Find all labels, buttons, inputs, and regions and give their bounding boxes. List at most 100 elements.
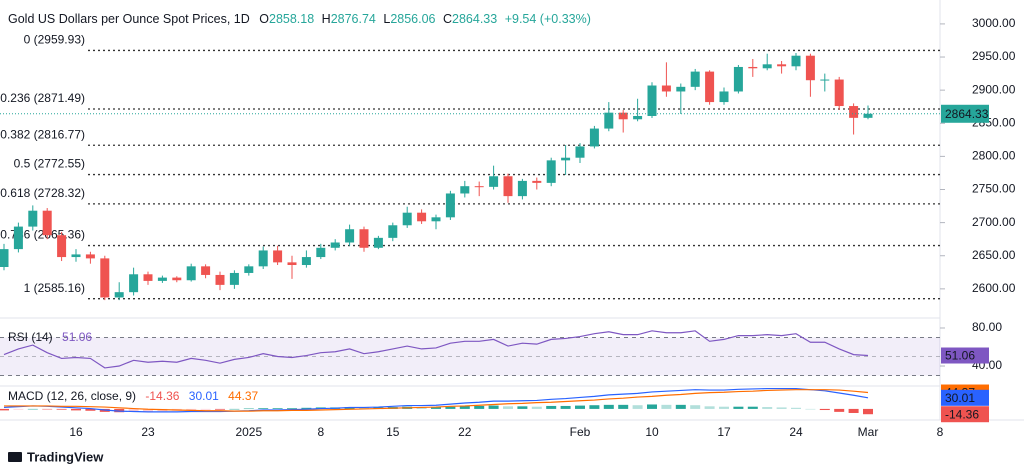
candle-body <box>618 112 628 120</box>
fib-label: 0 (2959.93) <box>24 33 85 47</box>
candle-body <box>762 64 772 69</box>
fib-levels: 0 (2959.93) 0.236 (2871.49) 0.382 (2816.77… <box>0 33 940 300</box>
macd-hist-bar <box>719 406 729 409</box>
macd-tag-label: -14.36 <box>945 407 979 421</box>
x-tick-label: Feb <box>570 425 591 439</box>
x-tick-label: 8 <box>937 425 944 439</box>
macd-hist-bar <box>647 404 657 409</box>
macd-hist-bar <box>186 408 197 411</box>
ohlc-prefix: C <box>443 12 452 26</box>
x-tick-label: 17 <box>717 425 731 439</box>
candle-body <box>705 71 715 103</box>
macd-hist-bar <box>747 406 758 409</box>
rsi-value: 51.06 <box>62 330 92 344</box>
macd-hist-bar <box>531 406 542 409</box>
y-tick-label: 2950.00 <box>972 49 1016 63</box>
logo-text: TradingView <box>27 449 104 464</box>
macd-hist-bar <box>618 404 629 409</box>
candle-body <box>301 257 311 266</box>
macd-hist-bar <box>488 405 499 409</box>
candle-body <box>114 292 124 298</box>
fib-label: 0.618 (2728.32) <box>0 186 85 200</box>
last-price-tag <box>941 104 989 123</box>
macd-hist-bar <box>128 408 139 412</box>
candle-body <box>42 210 52 236</box>
logo-icon <box>8 452 22 462</box>
candle-body <box>215 274 225 285</box>
candle-body <box>474 186 484 188</box>
macd-hist-bar <box>459 405 470 409</box>
y-tick-label: 2900.00 <box>972 82 1016 96</box>
macd-hist-bar <box>762 407 773 409</box>
macd-hist-bar <box>805 408 816 410</box>
x-tick-label: 10 <box>645 425 659 439</box>
candle-body <box>373 237 383 248</box>
macd-hist-bar <box>56 408 67 410</box>
macd-hist-bar <box>85 408 96 411</box>
ohlc-value: 2864.33 <box>452 12 497 26</box>
macd-hist-bar <box>632 405 643 409</box>
candle-body <box>402 212 412 226</box>
rsi-tick-label: 80.00 <box>972 320 1002 334</box>
x-tick-label: 24 <box>789 425 803 439</box>
macd-hist-bar <box>690 405 701 409</box>
candle-body <box>561 157 571 161</box>
last-price-label: 2864.33 <box>945 107 989 121</box>
candle-body <box>186 266 196 281</box>
candle-body <box>777 64 787 67</box>
macd-hist-bar <box>243 408 254 410</box>
candle-body <box>345 229 355 243</box>
ohlc-value: 2856.06 <box>390 12 435 26</box>
macd-hist-bar <box>776 407 787 409</box>
candle-body <box>820 79 830 81</box>
candle-body <box>129 274 139 293</box>
macd-hist-bar <box>733 406 744 409</box>
candle-body <box>661 85 671 92</box>
candle-body <box>690 71 700 87</box>
candle-body <box>273 250 283 263</box>
y-tick-label: 2750.00 <box>972 182 1016 196</box>
axes: 2600.002650.002700.002750.002800.002850.… <box>69 16 1015 439</box>
macd-hist-bar <box>791 407 801 409</box>
x-tick-label: 8 <box>317 425 324 439</box>
candle-body <box>28 210 38 227</box>
x-tick-label: 22 <box>458 425 472 439</box>
macd-hist-bar <box>474 405 485 409</box>
candle-body <box>805 55 815 81</box>
fib-label: 1 (2585.16) <box>24 281 85 295</box>
candle-body <box>287 262 297 266</box>
rsi-tag-label: 51.06 <box>945 349 975 363</box>
candle-body <box>417 212 427 222</box>
candle-body <box>172 277 182 281</box>
macd-line <box>3 387 869 413</box>
chart-header: Gold US Dollars per Ounce Spot Prices, 1… <box>8 12 591 26</box>
candle-body <box>503 176 513 197</box>
macd-hist-bar <box>287 408 297 409</box>
y-tick-label: 2650.00 <box>972 248 1016 262</box>
macd-hist-bar <box>71 408 81 411</box>
candle-body <box>157 277 167 281</box>
macd-hist-bar <box>589 405 600 409</box>
macd-hist-bar <box>546 405 557 409</box>
signal-line <box>4 389 869 412</box>
y-tick-label: 2800.00 <box>972 149 1016 163</box>
macd-hist-bar <box>661 404 672 409</box>
candle-body <box>604 112 614 129</box>
macd-hist-bar <box>560 405 571 409</box>
macd-hist-bar <box>13 408 24 410</box>
candle-body <box>330 242 340 248</box>
x-tick-label: 16 <box>69 425 83 439</box>
rsi-tag <box>941 347 989 364</box>
candle-body <box>57 235 67 258</box>
macd-tag <box>941 406 989 423</box>
candle-body <box>359 229 369 248</box>
candle-body <box>388 225 398 238</box>
macd-hist-bar <box>848 408 859 413</box>
candle-body <box>719 91 729 103</box>
macd-hist-bar <box>834 408 845 412</box>
candle-body <box>201 266 211 275</box>
candle-body <box>575 146 585 158</box>
candle-body <box>489 176 499 187</box>
candle-body <box>316 247 326 258</box>
macd-pane <box>0 387 873 415</box>
